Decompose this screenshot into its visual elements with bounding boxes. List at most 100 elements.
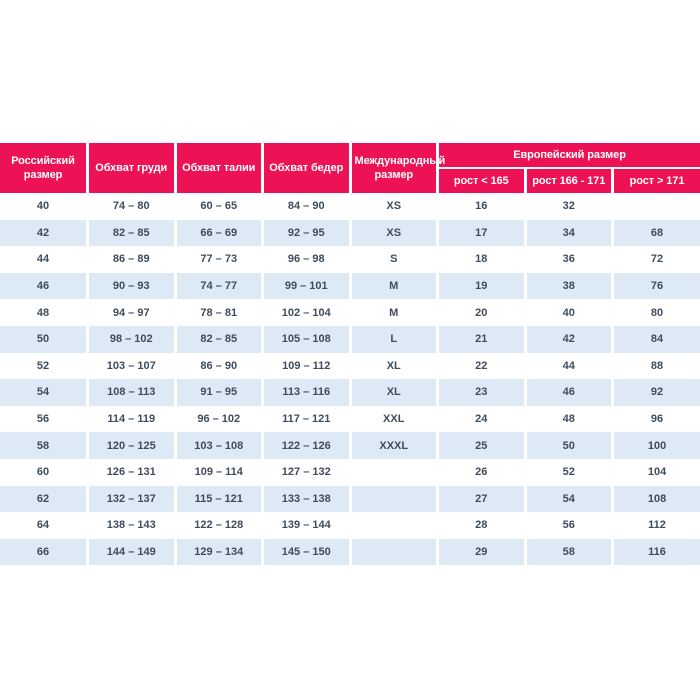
table-row: 48 94 – 97 78 – 81 102 – 104 M 20 40 80 bbox=[0, 299, 700, 326]
table-cell: 80 bbox=[612, 299, 700, 326]
table-cell: 120 – 125 bbox=[87, 432, 177, 459]
size-table-header: Российский размер Обхват груди Обхват та… bbox=[0, 143, 700, 193]
table-cell: 88 bbox=[612, 352, 700, 380]
col-header-height-over-171: рост > 171 bbox=[612, 168, 700, 193]
table-cell: M bbox=[350, 272, 439, 300]
table-cell: 138 – 143 bbox=[87, 512, 177, 539]
table-cell: 38 bbox=[525, 272, 614, 300]
table-cell: 99 – 101 bbox=[262, 272, 352, 300]
table-cell: 86 – 90 bbox=[175, 352, 264, 380]
table-cell: 17 bbox=[437, 219, 527, 247]
table-cell: 112 bbox=[612, 512, 700, 539]
table-cell: 91 – 95 bbox=[175, 379, 264, 406]
table-cell: 133 – 138 bbox=[262, 485, 352, 513]
table-cell: 28 bbox=[437, 512, 527, 539]
table-row: 46 90 – 93 74 – 77 99 – 101 M 19 38 76 bbox=[0, 272, 700, 300]
table-cell: 60 bbox=[0, 458, 89, 486]
table-cell: S bbox=[350, 246, 439, 273]
table-cell: 64 bbox=[0, 512, 89, 539]
table-cell bbox=[612, 193, 700, 220]
table-cell: 108 bbox=[612, 485, 700, 513]
table-cell: XL bbox=[350, 379, 439, 406]
table-cell: 40 bbox=[0, 193, 89, 220]
table-row: 42 82 – 85 66 – 69 92 – 95 XS 17 34 68 bbox=[0, 219, 700, 247]
table-cell: XXXL bbox=[350, 432, 439, 459]
table-cell: 76 bbox=[612, 272, 700, 300]
table-cell: 90 – 93 bbox=[87, 272, 177, 300]
table-cell: 60 – 65 bbox=[175, 193, 264, 220]
header-row-sub: рост < 165 рост 166 - 171 рост > 171 bbox=[0, 168, 700, 193]
table-cell: 24 bbox=[437, 405, 527, 433]
table-cell: 27 bbox=[437, 485, 527, 513]
table-cell: 66 bbox=[0, 538, 89, 566]
table-cell: 116 bbox=[612, 538, 700, 566]
table-cell: 23 bbox=[437, 379, 527, 406]
table-cell: XL bbox=[350, 352, 439, 380]
table-cell: 96 – 102 bbox=[175, 405, 264, 433]
col-header-hip-girth: Обхват бедер bbox=[262, 143, 352, 193]
table-cell: 144 – 149 bbox=[87, 538, 177, 566]
table-cell: 32 bbox=[525, 193, 614, 220]
table-cell: 25 bbox=[437, 432, 527, 459]
table-cell: 82 – 85 bbox=[175, 325, 264, 353]
table-cell bbox=[350, 512, 439, 539]
table-cell: 139 – 144 bbox=[262, 512, 352, 539]
table-cell bbox=[350, 485, 439, 513]
table-row: 66 144 – 149 129 – 134 145 – 150 29 58 116 bbox=[0, 538, 700, 566]
table-cell: 20 bbox=[437, 299, 527, 326]
table-cell: XXL bbox=[350, 405, 439, 433]
size-table-body: 40 74 – 80 60 – 65 84 – 90 XS 16 32 42 82 – 85 66… bbox=[0, 193, 700, 566]
table-cell: 74 – 77 bbox=[175, 272, 264, 300]
table-cell: 84 bbox=[612, 325, 700, 353]
table-cell: 36 bbox=[525, 246, 614, 273]
table-cell: 113 – 116 bbox=[262, 379, 352, 406]
table-cell: 105 – 108 bbox=[262, 325, 352, 353]
table-cell: 34 bbox=[525, 219, 614, 247]
table-row: 60 126 – 131 109 – 114 127 – 132 26 52 104 bbox=[0, 458, 700, 486]
table-row: 56 114 – 119 96 – 102 117 – 121 XXL 24 48 96 bbox=[0, 405, 700, 433]
table-cell: 82 – 85 bbox=[87, 219, 177, 247]
table-cell: 104 bbox=[612, 458, 700, 486]
col-header-waist-girth: Обхват талии bbox=[175, 143, 264, 193]
table-cell: 109 – 114 bbox=[175, 458, 264, 486]
table-cell: 42 bbox=[525, 325, 614, 353]
table-cell: 129 – 134 bbox=[175, 538, 264, 566]
table-cell: 62 bbox=[0, 485, 89, 513]
table-cell: 96 bbox=[612, 405, 700, 433]
table-cell: 84 – 90 bbox=[262, 193, 352, 220]
table-cell: 22 bbox=[437, 352, 527, 380]
table-cell: 44 bbox=[0, 246, 89, 273]
table-cell: 115 – 121 bbox=[175, 485, 264, 513]
table-cell: 18 bbox=[437, 246, 527, 273]
table-cell: 29 bbox=[437, 538, 527, 566]
table-cell: 16 bbox=[437, 193, 527, 220]
col-header-height-under-165: рост < 165 bbox=[437, 168, 527, 193]
table-cell: 122 – 126 bbox=[262, 432, 352, 459]
table-cell: 74 – 80 bbox=[87, 193, 177, 220]
table-cell: 21 bbox=[437, 325, 527, 353]
table-cell: 127 – 132 bbox=[262, 458, 352, 486]
table-row: 44 86 – 89 77 – 73 96 – 98 S 18 36 72 bbox=[0, 246, 700, 273]
table-cell: 98 – 102 bbox=[87, 325, 177, 353]
table-row: 58 120 – 125 103 – 108 122 – 126 XXXL 25 50 100 bbox=[0, 432, 700, 459]
table-cell: 26 bbox=[437, 458, 527, 486]
table-cell: 66 – 69 bbox=[175, 219, 264, 247]
table-cell: 44 bbox=[525, 352, 614, 380]
table-cell: 86 – 89 bbox=[87, 246, 177, 273]
table-row: 50 98 – 102 82 – 85 105 – 108 L 21 42 84 bbox=[0, 325, 700, 353]
table-cell: 100 bbox=[612, 432, 700, 459]
table-cell: 68 bbox=[612, 219, 700, 247]
table-cell: 48 bbox=[525, 405, 614, 433]
table-cell bbox=[350, 458, 439, 486]
table-cell: 109 – 112 bbox=[262, 352, 352, 380]
table-cell: 102 – 104 bbox=[262, 299, 352, 326]
table-cell: 50 bbox=[525, 432, 614, 459]
table-cell: 96 – 98 bbox=[262, 246, 352, 273]
table-row: 52 103 – 107 86 – 90 109 – 112 XL 22 44 88 bbox=[0, 352, 700, 380]
table-cell: 42 bbox=[0, 219, 89, 247]
table-cell: 132 – 137 bbox=[87, 485, 177, 513]
table-cell: 72 bbox=[612, 246, 700, 273]
table-cell: 48 bbox=[0, 299, 89, 326]
col-header-height-166-171: рост 166 - 171 bbox=[525, 168, 614, 193]
